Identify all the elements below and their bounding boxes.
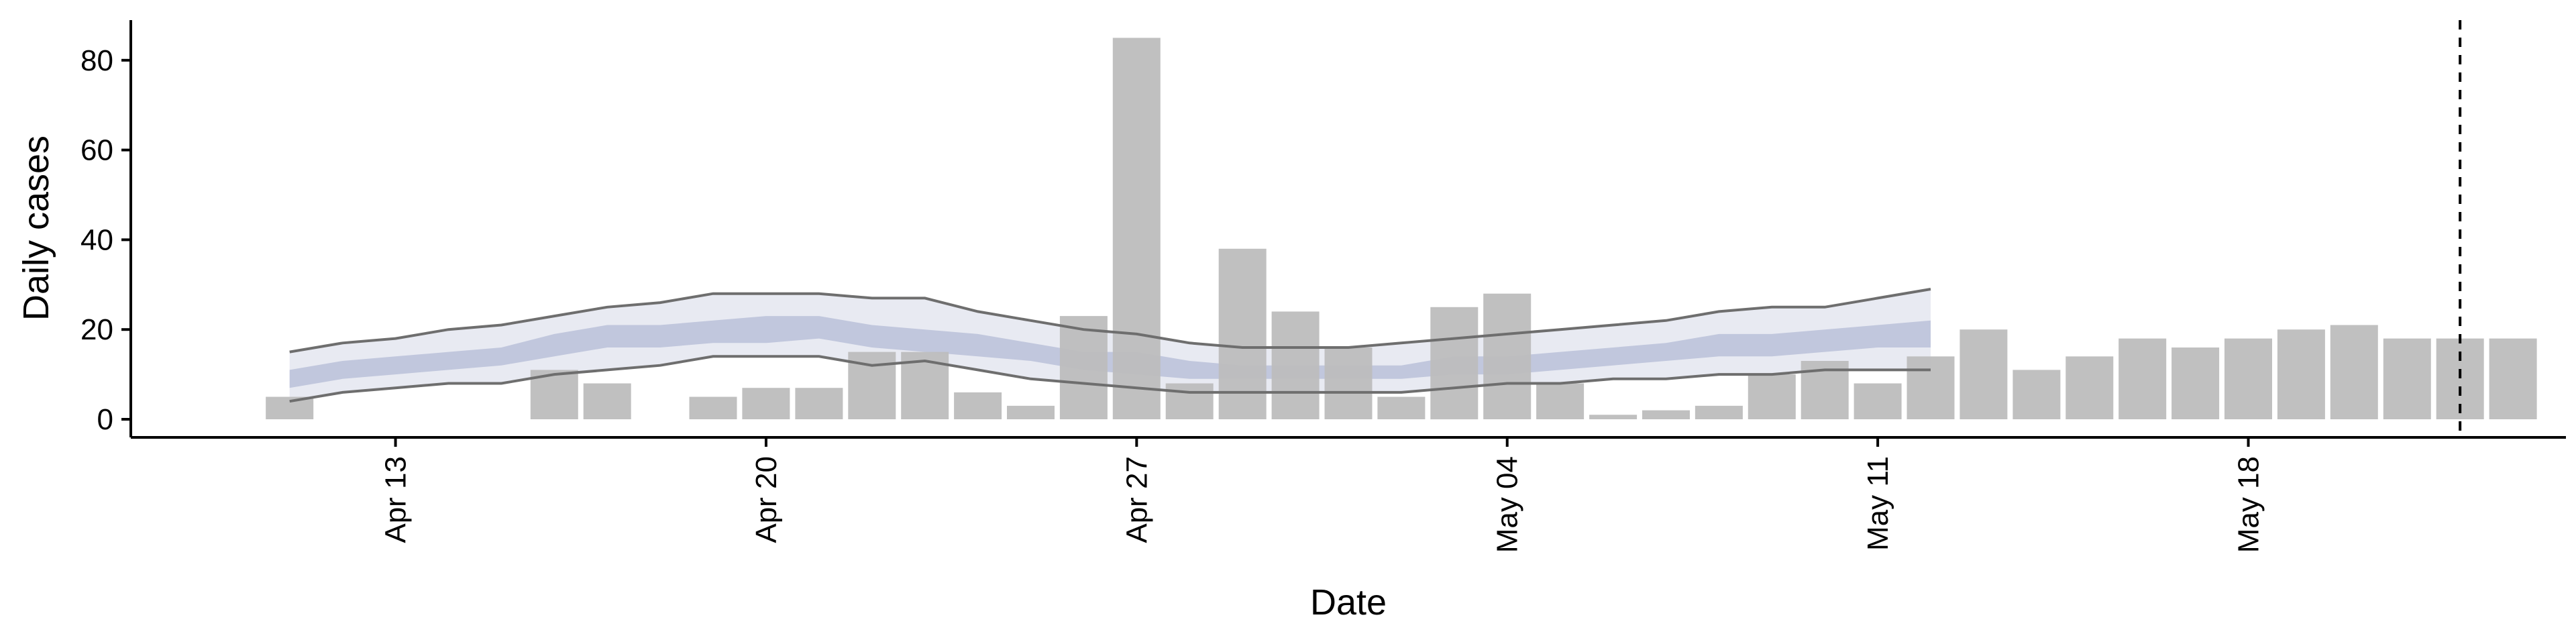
bar-2020-05-15 <box>2065 356 2114 419</box>
bar-2020-04-24 <box>954 392 1002 419</box>
bar-2020-05-11 <box>1854 383 1902 419</box>
bar-2020-05-02 <box>1377 396 1426 419</box>
x-axis-title: Date <box>1310 582 1387 623</box>
bar-2020-05-14 <box>2012 370 2061 419</box>
bar-2020-04-17 <box>583 383 631 419</box>
axes <box>129 20 2566 439</box>
bar-2020-05-21 <box>2383 338 2431 419</box>
forecast-bound-lines <box>289 288 1931 403</box>
bar-2020-04-30 <box>1271 311 1320 419</box>
bar-2020-05-01 <box>1324 347 1373 419</box>
bar-2020-05-07 <box>1642 410 1690 419</box>
x-tick-label: May 18 <box>2233 456 2265 553</box>
bar-2020-05-17 <box>2171 347 2220 419</box>
y-tick-label: 20 <box>80 313 113 346</box>
x-tick-label: Apr 13 <box>380 456 413 543</box>
x-tick-label: May 11 <box>1862 456 1894 551</box>
lower-bound-line <box>289 355 1931 403</box>
x-ticks: Apr 13 Apr 20 Apr 27 May 04 May 11 May 18 <box>380 437 2265 553</box>
bar-2020-05-13 <box>1960 329 2008 419</box>
bar-2020-04-20 <box>742 388 790 419</box>
bar-2020-04-19 <box>689 396 737 419</box>
bar-2020-04-26 <box>1059 316 1108 419</box>
upper-bound-line <box>289 288 1931 354</box>
y-tick-label: 60 <box>80 134 113 167</box>
bar-2020-04-21 <box>795 388 843 419</box>
bar-2020-05-03 <box>1430 307 1479 420</box>
y-tick-label: 80 <box>80 44 113 77</box>
bar-2020-05-19 <box>2277 329 2325 419</box>
bar-2020-05-18 <box>2224 338 2272 419</box>
bar-2020-05-05 <box>1536 383 1585 419</box>
bar-2020-05-16 <box>2118 338 2167 419</box>
bar-2020-04-29 <box>1218 248 1267 419</box>
bar-2020-05-09 <box>1748 374 1796 419</box>
bar-2020-05-23 <box>2489 338 2537 419</box>
bar-2020-04-27 <box>1112 38 1161 419</box>
bar-2020-05-04 <box>1483 293 1532 419</box>
bar-2020-05-06 <box>1589 415 1638 419</box>
y-tick-label: 40 <box>80 223 113 256</box>
bar-2020-04-28 <box>1165 383 1214 419</box>
x-tick-label: May 04 <box>1491 456 1524 553</box>
x-tick-label: Apr 27 <box>1120 456 1153 543</box>
bar-2020-05-08 <box>1695 405 1743 419</box>
x-tick-label: Apr 20 <box>750 456 783 543</box>
bar-2020-05-12 <box>1907 356 1955 419</box>
bar-2020-04-25 <box>1007 405 1055 419</box>
y-axis-title: Daily cases <box>16 136 56 321</box>
bar-2020-05-20 <box>2330 325 2378 419</box>
y-ticks: 0 20 40 60 80 <box>80 44 131 436</box>
y-tick-label: 0 <box>97 403 113 436</box>
